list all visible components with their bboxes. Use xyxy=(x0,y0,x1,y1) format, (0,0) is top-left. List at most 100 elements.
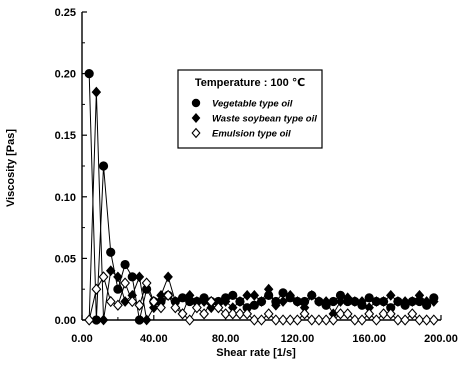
data-point xyxy=(335,296,346,307)
y-tick-label: 0.10 xyxy=(55,192,76,204)
x-axis: 0.00 40.00 80.00 120.00 160.00 200.00 xyxy=(71,315,458,345)
plot-frame xyxy=(81,12,441,321)
data-point xyxy=(371,296,382,307)
data-point xyxy=(256,296,267,307)
x-tick-label: 40.00 xyxy=(140,333,168,345)
data-point xyxy=(106,247,116,257)
x-axis-title: Shear rate [1/s] xyxy=(216,347,296,359)
data-point xyxy=(342,292,353,304)
data-point xyxy=(84,69,94,79)
data-point xyxy=(421,296,432,307)
data-point xyxy=(177,308,188,320)
data-point xyxy=(249,289,260,301)
data-point xyxy=(141,277,152,289)
data-point xyxy=(321,296,331,307)
data-point xyxy=(134,271,145,283)
data-point xyxy=(364,293,374,303)
data-point xyxy=(112,299,123,311)
data-point xyxy=(278,296,288,307)
data-point xyxy=(91,86,102,98)
x-tick-label: 0.00 xyxy=(71,333,92,345)
data-point xyxy=(227,308,238,320)
data-point xyxy=(98,271,109,283)
data-point xyxy=(350,296,360,307)
data-point xyxy=(292,296,303,307)
data-point xyxy=(292,314,303,326)
data-point xyxy=(364,308,375,320)
data-point xyxy=(206,295,217,308)
data-point xyxy=(228,290,238,300)
data-point xyxy=(98,314,109,326)
data-point xyxy=(285,314,296,326)
data-point xyxy=(407,308,418,320)
data-point xyxy=(220,296,231,307)
data-point xyxy=(191,302,202,314)
y-tick-label: 0.25 xyxy=(55,7,76,19)
legend: Temperature : 100 ℃ Vegetable type oil Was… xyxy=(177,69,323,149)
data-point xyxy=(91,283,102,295)
data-point xyxy=(156,302,166,314)
data-point xyxy=(163,271,173,283)
legend-title: Temperature : 100 ℃ xyxy=(195,77,305,89)
data-point xyxy=(335,308,346,320)
x-tick-label: 200.00 xyxy=(424,333,458,345)
data-point xyxy=(120,259,130,270)
data-point xyxy=(321,314,332,326)
data-point xyxy=(184,314,195,326)
data-point xyxy=(113,284,123,294)
data-point xyxy=(105,295,116,308)
y-tick-label: 0.20 xyxy=(55,69,76,81)
data-point xyxy=(414,314,425,326)
data-point xyxy=(263,308,274,320)
data-point xyxy=(163,289,174,301)
data-point xyxy=(141,314,152,326)
legend-marker xyxy=(191,98,201,108)
data-point xyxy=(414,289,425,301)
data-point xyxy=(400,314,411,326)
data-point xyxy=(421,314,432,326)
legend-marker xyxy=(191,112,201,124)
data-point xyxy=(342,308,353,320)
data-point xyxy=(306,314,317,326)
data-point xyxy=(299,308,310,320)
data-point xyxy=(357,314,367,326)
data-point xyxy=(120,296,130,307)
data-point xyxy=(307,289,317,301)
legend-entry-label: Vegetable type oil xyxy=(212,99,293,110)
data-point xyxy=(378,296,389,307)
data-point xyxy=(170,302,181,314)
data-point xyxy=(199,308,209,320)
data-point xyxy=(429,296,439,307)
y-tick-label: 0.00 xyxy=(55,315,76,327)
legend-marker xyxy=(191,127,201,139)
data-point xyxy=(400,296,410,307)
data-point xyxy=(235,308,245,320)
data-point xyxy=(127,295,138,308)
y-tick-label: 0.05 xyxy=(55,253,76,265)
data-point xyxy=(328,314,339,326)
data-point xyxy=(156,289,166,301)
data-point xyxy=(213,302,224,314)
data-point xyxy=(148,295,159,308)
data-point xyxy=(263,283,274,295)
data-point xyxy=(371,314,382,326)
data-point xyxy=(235,296,245,307)
legend-entry-label: Waste soybean type oil xyxy=(212,114,317,125)
series-2 xyxy=(84,86,439,326)
data-point xyxy=(314,314,324,326)
data-point xyxy=(285,289,295,301)
data-point xyxy=(220,308,231,320)
data-point xyxy=(357,296,367,307)
data-point xyxy=(278,314,288,326)
data-point xyxy=(386,289,396,301)
y-axis: 0.00 0.05 0.10 0.15 0.20 0.25 xyxy=(55,7,87,327)
data-point xyxy=(378,308,389,320)
data-point xyxy=(428,314,439,326)
y-tick-label: 0.15 xyxy=(55,130,76,142)
data-point xyxy=(249,300,259,310)
data-point xyxy=(385,308,396,320)
data-point xyxy=(270,314,281,326)
data-point xyxy=(199,296,209,307)
x-tick-label: 160.00 xyxy=(352,333,386,345)
